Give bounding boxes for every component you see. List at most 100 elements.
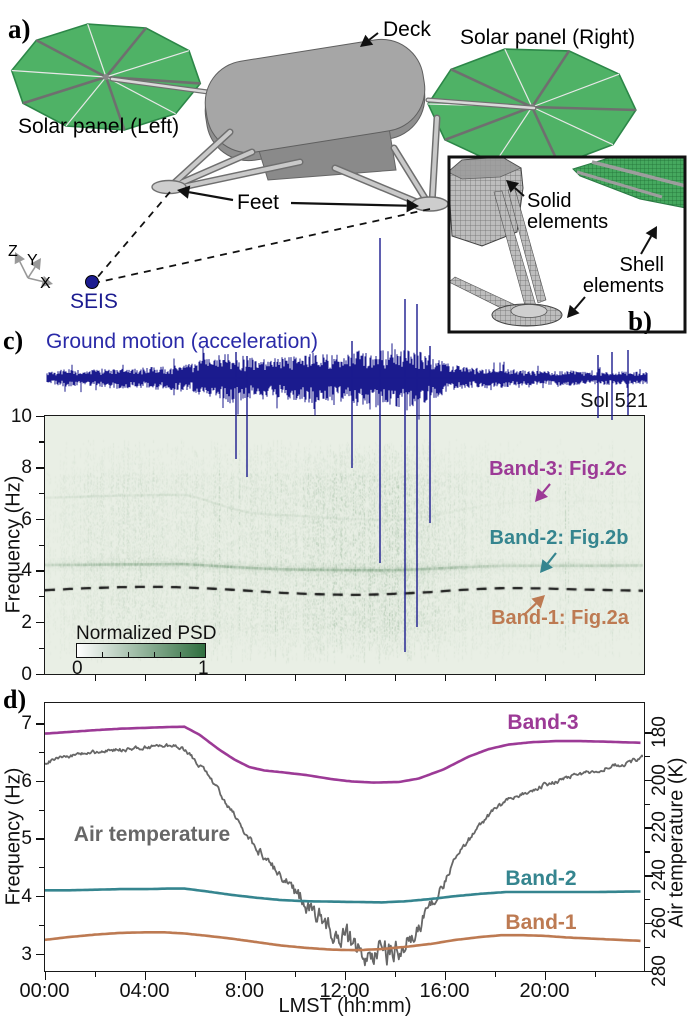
d-temp-tick-minor: [645, 803, 650, 805]
c-ytick-label: 10: [10, 405, 32, 427]
airtemp-curve: [45, 743, 643, 967]
d-ytick-minor: [39, 751, 44, 754]
colorbar: [76, 643, 206, 658]
d-ytick-major: [36, 953, 44, 956]
panel-b-label: b): [628, 306, 652, 334]
c-xtick: [594, 675, 596, 681]
axis-x-label: X: [40, 275, 51, 292]
c-ytick-major: [36, 415, 44, 418]
d-temp-tick-minor: [645, 946, 650, 949]
d-xtick-major: [344, 972, 347, 980]
d-ytick-minor: [39, 867, 44, 869]
d-ytick-major: [36, 895, 44, 898]
lander-legs: [168, 114, 441, 209]
d-xtick-label: 04:00: [119, 980, 170, 1002]
band2-series-label: Band-2: [505, 867, 577, 890]
solid-elements-label-line2: elements: [527, 211, 608, 233]
d-xtick-major: [244, 972, 247, 980]
d-temp-tick-major: [645, 779, 653, 782]
c-ytick-minor: [39, 544, 44, 546]
colorbar-tick: [154, 652, 156, 657]
coordinate-axes: [14, 252, 53, 288]
d-temp-tick-major: [645, 732, 653, 734]
c-ytick-label: 2: [21, 611, 32, 633]
d-xtick-label: 12:00: [319, 980, 370, 1002]
d-temp-tick-label: 240: [649, 859, 670, 891]
d-temp-tick-label: 180: [649, 716, 670, 748]
c-xtick: [394, 675, 396, 681]
c-ytick-major: [36, 621, 44, 624]
d-xtick-major: [44, 972, 47, 980]
solid-elements-label-line1: Solid: [527, 190, 571, 212]
band3-annotation: Band-3: Fig.2c: [489, 458, 627, 480]
band1-series-label: Band-1: [505, 911, 577, 934]
axis-z-label: Z: [8, 243, 18, 260]
d-ytick-label: 7: [21, 713, 32, 735]
seis-projection-lines: [95, 191, 431, 283]
d-temp-tick-minor: [645, 898, 650, 901]
d-temp-tick-minor: [645, 851, 650, 853]
d-xtick-minor: [194, 972, 196, 977]
d-temp-tick-label: 280: [649, 954, 670, 987]
d-temp-tick-major: [645, 970, 653, 973]
band1-annotation: Band-1: Fig.2a: [491, 607, 629, 629]
d-temp-tick-label: 260: [649, 906, 670, 939]
d-xtick-label: 16:00: [419, 980, 470, 1002]
panel-a-arrows: [177, 32, 419, 213]
c-xtick: [294, 675, 296, 681]
d-temp-tick-major: [645, 922, 653, 925]
c-ytick-minor: [39, 596, 44, 598]
axis-y-label: Y: [27, 252, 38, 269]
seis-label: SEIS: [70, 290, 118, 313]
airtemp-series-label: Air temperature: [73, 823, 231, 846]
axis-y-arrow: [27, 258, 41, 279]
inset-b-arrows: [506, 180, 657, 318]
solid-elements-arrow: [506, 180, 525, 197]
d-xtick-minor: [394, 972, 396, 977]
feet-right-arrow: [290, 198, 419, 213]
deck-label: Deck: [383, 18, 431, 41]
solar-panel-left: [10, 23, 202, 131]
feet-left-arrow: [177, 185, 234, 202]
c-ytick-minor: [39, 647, 44, 650]
panel-a-label: a): [8, 14, 31, 44]
d-ytick-major: [36, 780, 44, 783]
panel-d-xaxis-title: LMST (hh:mm): [278, 995, 412, 1017]
d-xtick-minor: [94, 972, 96, 977]
c-ytick-major: [36, 518, 44, 521]
c-ytick-major: [36, 467, 44, 469]
c-xtick: [194, 675, 196, 681]
colorbar-tick: [180, 652, 182, 657]
band3-series-label: Band-3: [507, 711, 579, 734]
panel-d-label: d): [3, 685, 27, 714]
colorbar-tick: [128, 652, 130, 657]
d-ytick-major: [36, 723, 44, 725]
d-ytick-minor: [39, 809, 44, 811]
d-ytick-label: 6: [21, 770, 32, 792]
c-ytick-minor: [39, 492, 44, 495]
c-ytick-label: 6: [21, 508, 32, 530]
lander-diagram: a) Deck Solar panel (Right) Solar panel …: [8, 14, 687, 334]
axis-x-arrow: [27, 275, 53, 288]
d-temp-tick-major: [645, 827, 653, 829]
d-ytick-label: 3: [21, 943, 32, 965]
c-xtick: [444, 675, 446, 681]
colorbar-title: Normalized PSD: [76, 623, 217, 644]
d-xtick-minor: [594, 972, 596, 977]
c-xtick: [494, 675, 496, 681]
colorbar-max-label: 1: [198, 658, 209, 679]
c-ytick-major: [36, 673, 44, 676]
d-xtick-major: [144, 972, 147, 980]
d-ytick-label: 5: [21, 828, 32, 850]
solar-left-label: Solar panel (Left): [18, 115, 179, 138]
c-ytick-label: 0: [21, 663, 32, 685]
panel-c-yaxis-title: Frequency (Hz): [2, 475, 25, 614]
d-xtick-minor: [294, 972, 296, 977]
band3-curve: [45, 725, 641, 784]
shell-elements-arrow-down: [567, 296, 586, 318]
c-ytick-label: 8: [21, 457, 32, 479]
d-ytick-minor: [39, 924, 44, 927]
seis-point: [85, 275, 99, 289]
band1-curve: [45, 931, 641, 952]
